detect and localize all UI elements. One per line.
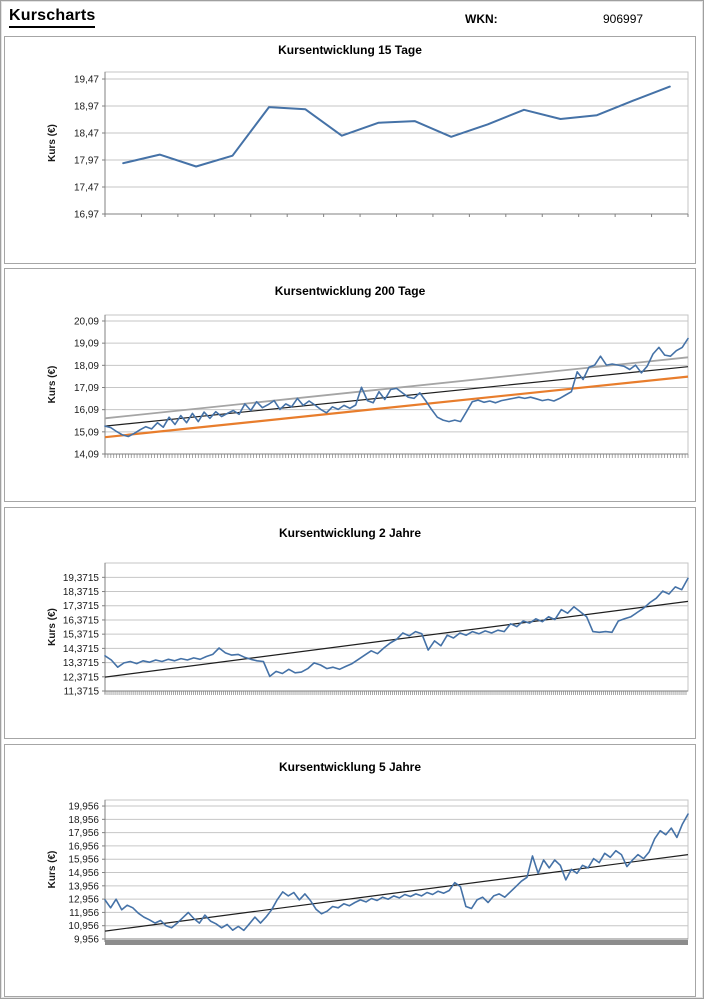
trend-line bbox=[104, 854, 689, 932]
y-axis-title: Kurs (€) bbox=[47, 124, 58, 162]
y-tick-label: 17,3715 bbox=[63, 601, 100, 612]
y-tick-label: 17,09 bbox=[74, 383, 99, 394]
y-tick-label: 12,956 bbox=[68, 895, 99, 906]
y-tick-label: 10,956 bbox=[68, 921, 99, 932]
price-line bbox=[104, 813, 689, 932]
y-tick-label: 13,3715 bbox=[63, 658, 100, 669]
wkn-value: 906997 bbox=[603, 12, 644, 26]
y-tick-label: 17,956 bbox=[68, 828, 99, 839]
y-tick-label: 20,09 bbox=[74, 316, 99, 327]
y-tick-label: 17,47 bbox=[74, 183, 99, 194]
y-axis-title: Kurs (€) bbox=[47, 851, 58, 889]
y-tick-label: 12,3715 bbox=[63, 672, 100, 683]
y-tick-label: 16,956 bbox=[68, 841, 99, 852]
price-line bbox=[104, 337, 689, 438]
chart-svg: 19,3715 18,3715 17,3715 16,3715 15,3715 14,37… bbox=[47, 526, 689, 698]
chart-svg: 20,09 19,09 18,09 17,09 16,09 15,09 14,09 Kurse… bbox=[47, 284, 689, 461]
y-tick-label: 17,97 bbox=[74, 156, 99, 167]
y-tick-label: 14,3715 bbox=[63, 644, 100, 655]
y-axis-title: Kurs (€) bbox=[47, 608, 58, 646]
trend-line bbox=[104, 375, 689, 439]
chart-title: Kursentwicklung 200 Tage bbox=[275, 284, 426, 298]
y-tick-label: 14,09 bbox=[74, 450, 99, 461]
y-tick-label: 15,956 bbox=[68, 855, 99, 866]
plot-area-border bbox=[104, 562, 689, 692]
chart-panel-5-jahre[interactable]: 19,956 18,956 17,956 16,956 15,956 14,956 13,9… bbox=[4, 744, 696, 997]
y-tick-label: 16,3715 bbox=[63, 615, 100, 626]
y-tick-label: 11,956 bbox=[69, 908, 99, 919]
y-tick-label: 15,3715 bbox=[63, 630, 100, 641]
y-tick-label: 19,3715 bbox=[63, 573, 100, 584]
chart-svg: 19,956 18,956 17,956 16,956 15,956 14,956 13,9… bbox=[47, 760, 689, 946]
y-tick-label: 19,09 bbox=[74, 339, 99, 350]
chart-panel-15-tage[interactable]: 19,47 18,97 18,47 17,97 17,47 16,97 Kursentwic… bbox=[4, 36, 696, 264]
y-tick-label: 18,47 bbox=[74, 129, 99, 140]
y-tick-label: 18,09 bbox=[74, 361, 99, 372]
y-tick-label: 19,956 bbox=[68, 802, 99, 813]
y-tick-label: 18,956 bbox=[68, 815, 99, 826]
chart-title: Kursentwicklung 15 Tage bbox=[278, 43, 422, 57]
wkn-label: WKN: bbox=[465, 12, 498, 26]
chart-panel-2-jahre[interactable]: 19,3715 18,3715 17,3715 16,3715 15,3715 14,37… bbox=[4, 507, 696, 739]
y-tick-label: 13,956 bbox=[68, 881, 99, 892]
price-line bbox=[122, 85, 671, 168]
y-tick-label: 9,956 bbox=[74, 935, 99, 946]
y-tick-label: 11,3715 bbox=[64, 687, 100, 698]
chart-panel-200-tage[interactable]: 20,09 19,09 18,09 17,09 16,09 15,09 14,09 Kurse… bbox=[4, 268, 696, 502]
y-tick-label: 16,97 bbox=[74, 210, 99, 221]
y-axis-title: Kurs (€) bbox=[47, 366, 58, 404]
y-tick-label: 18,97 bbox=[74, 102, 99, 113]
y-tick-label: 18,3715 bbox=[63, 587, 100, 598]
chart-title: Kursentwicklung 5 Jahre bbox=[279, 760, 421, 774]
chart-title: Kursentwicklung 2 Jahre bbox=[279, 526, 421, 540]
plot-area-border bbox=[104, 314, 689, 455]
y-tick-label: 19,47 bbox=[74, 75, 99, 86]
chart-svg: 19,47 18,97 18,47 17,97 17,47 16,97 Kursentwic… bbox=[47, 43, 689, 221]
trend-line bbox=[104, 366, 689, 427]
y-tick-label: 16,09 bbox=[74, 405, 99, 416]
page-title: Kurscharts bbox=[9, 7, 96, 28]
price-line bbox=[104, 577, 689, 678]
plot-area-border bbox=[104, 71, 689, 215]
y-tick-label: 14,956 bbox=[68, 868, 99, 879]
y-tick-label: 15,09 bbox=[74, 427, 99, 438]
x-axis-band bbox=[105, 940, 688, 945]
